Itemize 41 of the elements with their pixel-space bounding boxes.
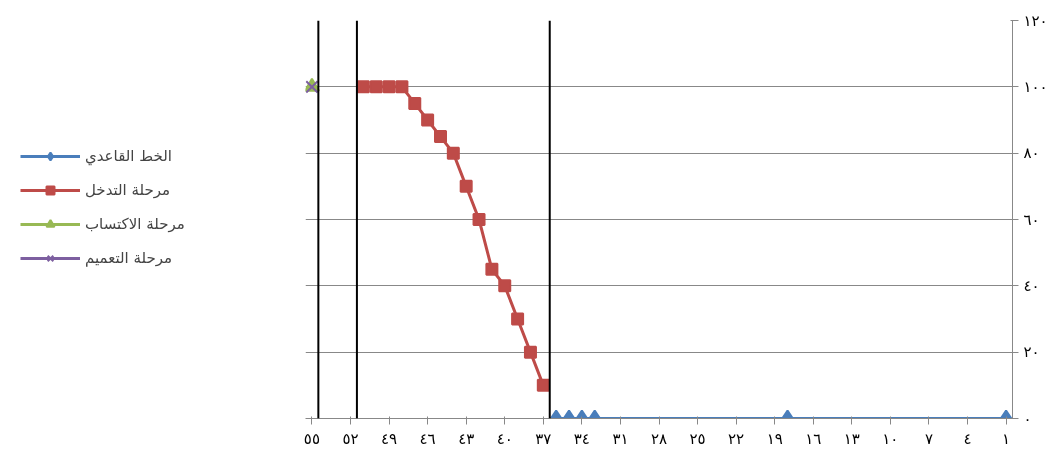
x-tick-label: ٤٦ [419, 429, 436, 448]
y-tick-label: ٢٠ [1023, 343, 1040, 362]
x-tick-label: ١٣ [843, 429, 860, 448]
y-tick-label: ٨٠ [1023, 144, 1040, 163]
x-tick-label: ٤٣ [458, 429, 475, 448]
point [408, 96, 422, 110]
x-tick-label: ٤٩ [381, 429, 398, 448]
x-tick-label: ١٦ [805, 429, 822, 448]
legend-label: مرحلة الاكتساب [85, 215, 185, 233]
y-tick-label: ٦٠ [1023, 210, 1040, 229]
x-tick-label: ١ [1002, 429, 1011, 448]
x-tick-label: ٧ [924, 429, 933, 448]
legend-label: الخط القاعدي [85, 147, 172, 165]
x-tick-label: ١٠ [882, 429, 899, 448]
x-tick-label: ٤٠ [496, 429, 513, 448]
x-tick-label: ٣١ [612, 429, 629, 448]
point [472, 213, 486, 226]
x-tick-label: ٢٢ [728, 429, 745, 448]
y-tick-label: ٠ [1023, 409, 1032, 428]
point [485, 262, 499, 276]
point [459, 179, 473, 193]
point [433, 130, 447, 144]
x-tick-label: ٢٨ [650, 429, 668, 448]
y-tick-label: ٤٠ [1023, 276, 1040, 295]
point [446, 146, 460, 160]
legend-label: مرحلة التعميم [85, 249, 173, 267]
y-tick-label: ١٠٠ [1023, 77, 1048, 96]
legend-label: مرحلة التدخل [85, 181, 171, 199]
x-tick-label: ٥٥ [303, 429, 320, 448]
point [356, 80, 370, 94]
x-tick-label: ٣٤ [573, 429, 590, 448]
x-tick-label: ٢٥ [689, 429, 706, 448]
point [369, 80, 383, 94]
x-tick-label: ٥٢ [342, 429, 359, 448]
point [382, 80, 396, 94]
point [395, 80, 409, 94]
x-tick-label: ٣٧ [535, 429, 552, 448]
x-tick-label: ٤ [963, 429, 972, 448]
y-tick-label: ١٢٠ [1023, 11, 1048, 30]
x-tick-label: ١٩ [766, 429, 783, 448]
point [421, 113, 435, 127]
